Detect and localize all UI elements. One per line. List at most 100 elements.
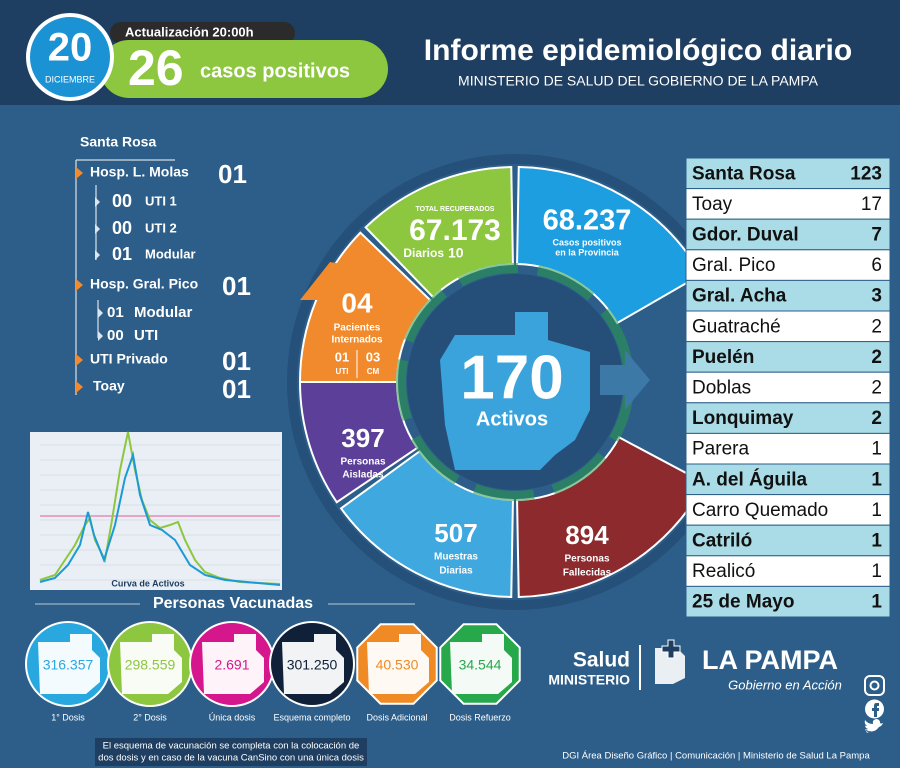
chart-grid bbox=[40, 444, 280, 581]
locality-name: Gral. Acha bbox=[692, 286, 787, 307]
vaccine-label: Dosis Adicional bbox=[366, 712, 427, 722]
locality-count: 2 bbox=[871, 408, 882, 429]
cases-number: 26 bbox=[128, 40, 184, 96]
locality-name: Toay bbox=[692, 194, 733, 215]
wheel bbox=[287, 154, 743, 610]
vaccine-value: 298.559 bbox=[125, 657, 176, 673]
table-row bbox=[685, 585, 891, 618]
locality-count: 123 bbox=[850, 163, 882, 184]
vaccine-label: 2° Dosis bbox=[133, 712, 167, 722]
uti-value: 01 bbox=[335, 349, 349, 364]
locality-name: Parera bbox=[692, 439, 749, 460]
table-row bbox=[685, 524, 891, 557]
cm-label: CM bbox=[367, 367, 380, 376]
credits: DGI Área Diseño Gráfico | Comunicación |… bbox=[562, 751, 870, 762]
vaccine-note: dos dosis y en caso de la vacuna CanSino… bbox=[98, 753, 364, 764]
hospitalized-label: Internados bbox=[331, 335, 383, 346]
vaccine-value: 301.250 bbox=[287, 657, 338, 673]
chart-panel bbox=[30, 432, 282, 590]
wheel-texts: TOTAL RECUPERADOS 67.173 Diarios 10 68.2… bbox=[331, 205, 631, 579]
vaccine-value: 316.357 bbox=[43, 657, 94, 673]
logo-province: LA PAMPA bbox=[702, 645, 838, 675]
hospital-list: Santa Rosa Hosp. L. Molas 01 00 UTI 1 00… bbox=[75, 134, 251, 404]
positives-label: en la Provincia bbox=[555, 247, 620, 257]
date-badge bbox=[26, 13, 114, 101]
vaccine-map bbox=[367, 634, 429, 694]
isolated-label: Aisladas bbox=[342, 470, 384, 481]
curve-label: Curva de Activos bbox=[111, 578, 184, 588]
province-map bbox=[440, 312, 590, 470]
facebook-glyph bbox=[872, 703, 879, 717]
isolated-value: 397 bbox=[341, 423, 384, 453]
positives-value: 68.237 bbox=[543, 205, 632, 237]
unit-name: UTI 2 bbox=[145, 220, 177, 235]
locality-count: 1 bbox=[871, 592, 882, 613]
logo-slogan: Gobierno en Acción bbox=[728, 677, 842, 692]
deaths-label: Personas bbox=[564, 554, 609, 565]
locality-count: 6 bbox=[871, 255, 882, 276]
active-label: Activos bbox=[476, 408, 548, 430]
date-month: DICIEMBRE bbox=[45, 74, 95, 84]
locality-name: Realicó bbox=[692, 561, 755, 582]
table-row bbox=[685, 188, 891, 220]
locality-name: 25 de Mayo bbox=[692, 592, 794, 613]
uti-label: UTI bbox=[336, 367, 349, 376]
table-row bbox=[685, 218, 891, 251]
unit-value: 00 bbox=[112, 191, 132, 211]
table-row bbox=[685, 341, 891, 373]
unit-value: 01 bbox=[107, 304, 124, 321]
locality-count: 2 bbox=[871, 316, 882, 337]
table-row bbox=[685, 279, 891, 312]
hospital-name: Hosp. L. Molas bbox=[90, 164, 189, 180]
locality-count: 1 bbox=[871, 531, 882, 552]
samples-value: 507 bbox=[434, 518, 477, 548]
instagram-icon[interactable] bbox=[864, 675, 885, 696]
logo-salud: Salud bbox=[573, 649, 630, 672]
recovered-value: 67.173 bbox=[409, 214, 501, 247]
vaccine-value: 40.530 bbox=[376, 657, 419, 673]
locality-name: A. del Águila bbox=[692, 468, 808, 490]
vaccine-label: Dosis Refuerzo bbox=[449, 712, 511, 722]
isolated-label: Personas bbox=[340, 457, 385, 468]
vaccine-label: Esquema completo bbox=[273, 712, 350, 722]
unit-value: 00 bbox=[107, 327, 124, 344]
samples-label: Diarias bbox=[439, 566, 473, 577]
table-row bbox=[685, 157, 891, 190]
locality-name: Doblas bbox=[692, 378, 751, 399]
logo-cross bbox=[661, 639, 681, 659]
locality-name: Puelén bbox=[692, 347, 754, 368]
sub-bullets bbox=[95, 197, 103, 341]
tree-lines bbox=[75, 159, 175, 395]
hospital-name: UTI Privado bbox=[90, 351, 168, 367]
locality-name: Santa Rosa bbox=[692, 163, 796, 184]
recovered-label: TOTAL RECUPERADOS bbox=[416, 206, 495, 213]
hospital-value: 01 bbox=[222, 374, 251, 404]
hospital-value: 01 bbox=[222, 271, 251, 301]
locality-name: Carro Quemado bbox=[692, 500, 828, 521]
locality-name: Gral. Pico bbox=[692, 255, 775, 276]
vaccine-map bbox=[202, 634, 264, 694]
recovered-segment bbox=[364, 166, 514, 299]
twitter-icon[interactable] bbox=[864, 719, 883, 733]
locality-count: 1 bbox=[871, 439, 882, 460]
locality-count: 1 bbox=[871, 561, 882, 582]
table-row bbox=[685, 432, 891, 465]
unit-name: Modular bbox=[145, 246, 196, 261]
hospital-name: Hosp. Gral. Pico bbox=[90, 276, 198, 292]
cases-pill bbox=[100, 40, 388, 98]
hospitalized-arrow bbox=[300, 262, 372, 300]
hospitalized-label: Pacientes bbox=[334, 323, 381, 334]
logo-ministerio: MINISTERIO bbox=[548, 672, 630, 688]
hospitalized-value: 04 bbox=[341, 287, 373, 318]
locality-name: Lonquimay bbox=[692, 408, 794, 429]
unit-name: UTI bbox=[134, 327, 158, 344]
deaths-label: Fallecidas bbox=[563, 568, 612, 579]
vaccine-map bbox=[450, 634, 512, 694]
unit-name: Modular bbox=[134, 304, 192, 321]
locality-count: 2 bbox=[871, 347, 882, 368]
curve-chart: Curva de Activos bbox=[30, 431, 282, 590]
vaccine-label: 1° Dosis bbox=[51, 712, 85, 722]
subtitle: MINISTERIO DE SALUD DEL GOBIERNO DE LA P… bbox=[458, 73, 819, 89]
